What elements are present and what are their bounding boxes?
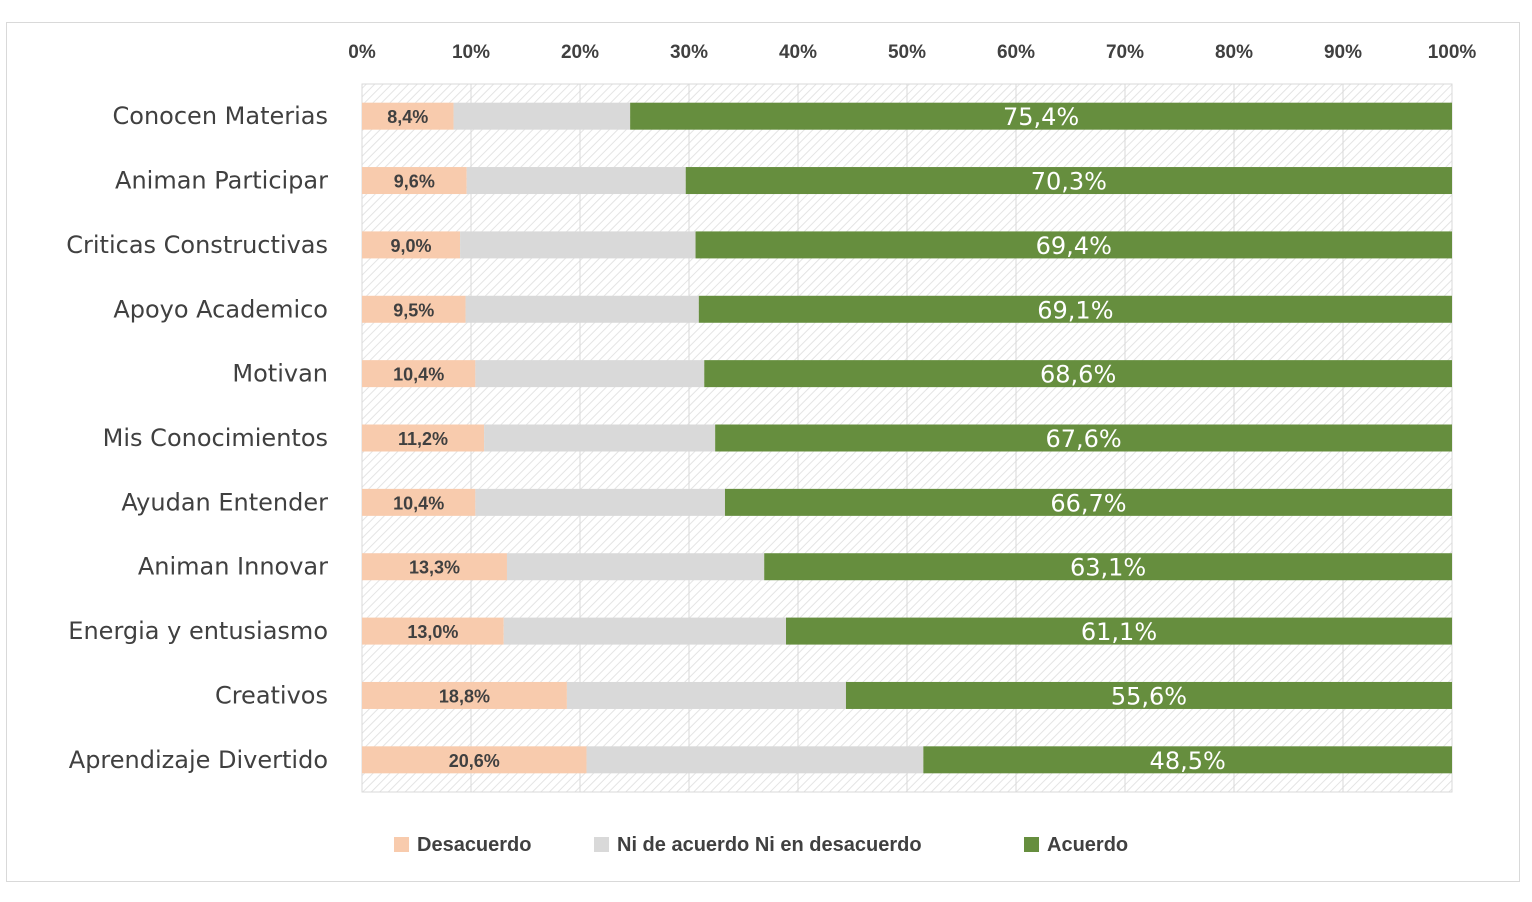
x-tick-label: 50% — [888, 42, 926, 63]
x-tick-label: 10% — [452, 42, 490, 63]
bar-segment — [698, 295, 1452, 323]
category-label: Motivan — [232, 360, 328, 388]
category-label: Animan Participar — [115, 167, 328, 195]
bar-segment — [362, 231, 461, 259]
bar-segment — [630, 102, 1452, 130]
bar-segment — [362, 360, 476, 388]
data-label: 70,3% — [1031, 168, 1107, 196]
data-label: 20,6% — [449, 751, 500, 771]
category-labels: Conocen Materias Animan Participar Critica… — [66, 102, 328, 774]
category-label: Energia y entusiasmo — [68, 617, 328, 645]
bar-segment — [923, 746, 1452, 774]
x-axis-tick-labels: 0% 10% 20% 30% 40% 50% 60% 70% 80% 90% 100% — [348, 42, 1476, 63]
bar-segment — [503, 617, 787, 645]
data-label: 69,4% — [1036, 232, 1112, 260]
bar-segment — [465, 295, 699, 323]
data-label: 9,5% — [393, 300, 434, 320]
bar-segment — [786, 617, 1452, 645]
data-label: 63,1% — [1070, 554, 1146, 582]
data-label: 69,1% — [1037, 296, 1113, 324]
x-tick-label: 0% — [348, 42, 376, 63]
data-label: 75,4% — [1003, 103, 1079, 131]
data-label: 61,1% — [1081, 618, 1157, 646]
legend-swatch — [594, 837, 609, 852]
data-label: 13,3% — [409, 558, 460, 578]
bar-segment — [362, 488, 476, 516]
bar-segment — [695, 231, 1452, 259]
data-label: 66,7% — [1050, 489, 1126, 517]
x-tick-label: 30% — [670, 42, 708, 63]
bar-segment — [362, 553, 507, 581]
bar-segment — [362, 102, 454, 130]
data-label: 8,4% — [387, 107, 428, 127]
category-label: Conocen Materias — [113, 102, 328, 130]
bar-segment — [484, 424, 716, 452]
legend-label: Ni de acuerdo Ni en desacuerdo — [617, 834, 922, 856]
bar-segment — [506, 553, 765, 581]
x-tick-label: 40% — [779, 42, 817, 63]
bar-segment — [724, 488, 1452, 516]
data-label: 9,0% — [391, 236, 432, 256]
category-label: Apoyo Academico — [113, 295, 328, 323]
bar-segment — [362, 167, 467, 195]
data-label: 55,6% — [1111, 682, 1187, 710]
bar-segment — [460, 231, 696, 259]
legend-swatch — [1024, 837, 1039, 852]
x-tick-label: 100% — [1428, 42, 1477, 63]
bar-segment — [764, 553, 1452, 581]
data-label: 11,2% — [398, 429, 448, 449]
legend: Desacuerdo Ni de acuerdo Ni en desacuerdo… — [394, 834, 1128, 856]
x-tick-label: 90% — [1324, 42, 1362, 63]
legend-swatch — [394, 837, 409, 852]
bar-segment — [362, 681, 567, 709]
x-tick-label: 60% — [997, 42, 1035, 63]
data-label: 67,6% — [1045, 425, 1121, 453]
category-label: Ayudan Entender — [121, 488, 328, 516]
data-label: 9,6% — [394, 172, 435, 192]
bar-segment — [586, 746, 924, 774]
data-label: 18,8% — [439, 686, 490, 706]
bar-segment — [715, 424, 1452, 452]
bar-segment — [566, 681, 846, 709]
data-labels: 8,4% 75,4% 9,6% 70,3% 9,0% 69,4% 9,5% 69,1% 10,4… — [387, 103, 1226, 775]
bar-segment — [362, 617, 504, 645]
bar-segment — [362, 746, 587, 774]
bar-segment — [466, 167, 686, 195]
category-label: Aprendizaje Divertido — [69, 746, 328, 774]
x-tick-label: 80% — [1215, 42, 1253, 63]
bar-segment — [475, 488, 725, 516]
x-tick-label: 70% — [1106, 42, 1144, 63]
bar-segment — [453, 102, 631, 130]
category-label: Creativos — [215, 681, 328, 709]
bar-segment — [685, 167, 1452, 195]
bar-segment — [704, 360, 1452, 388]
bar-segment — [475, 360, 705, 388]
category-label: Mis Conocimientos — [103, 424, 328, 452]
category-label: Animan Innovar — [138, 553, 328, 581]
data-label: 10,4% — [393, 365, 444, 385]
legend-label: Acuerdo — [1047, 834, 1128, 856]
data-label: 13,0% — [407, 622, 458, 642]
bars — [362, 102, 1452, 774]
legend-label: Desacuerdo — [417, 834, 532, 856]
data-label: 48,5% — [1150, 747, 1226, 775]
data-label: 68,6% — [1040, 361, 1116, 389]
bar-segment — [362, 424, 485, 452]
x-tick-label: 20% — [561, 42, 599, 63]
bar-segment — [845, 681, 1452, 709]
bar-segment — [362, 295, 466, 323]
category-label: Criticas Constructivas — [66, 231, 328, 259]
data-label: 10,4% — [393, 493, 444, 513]
